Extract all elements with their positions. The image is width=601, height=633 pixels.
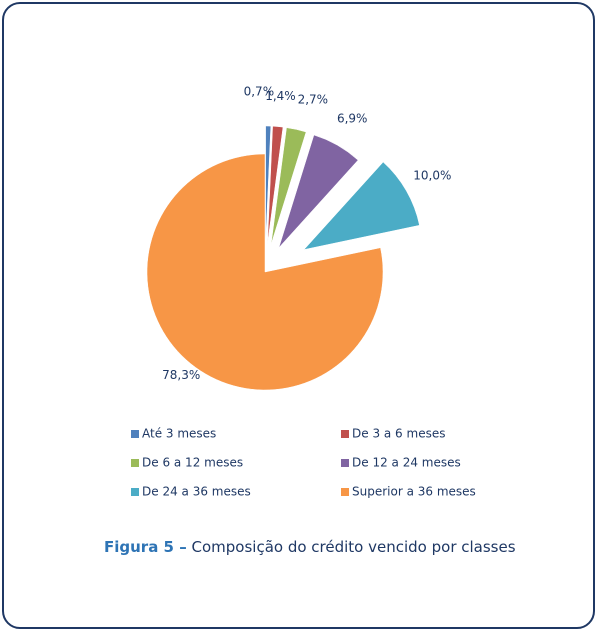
data-label: 10,0% [413, 168, 451, 182]
legend-swatch [341, 430, 349, 438]
legend-label: De 6 a 12 meses [142, 456, 243, 470]
data-label: 78,3% [162, 368, 200, 382]
legend-label: De 3 a 6 meses [352, 427, 445, 441]
data-label: 0,7% [244, 85, 275, 99]
data-label: 1,4% [265, 89, 296, 103]
pie-slice [278, 134, 359, 248]
legend-swatch [131, 488, 139, 496]
pie-slice [270, 127, 307, 245]
data-label: 6,9% [337, 112, 368, 126]
pie-slice [265, 125, 272, 245]
legend-label: De 24 a 36 meses [142, 485, 251, 499]
frame: 0,7% 1,4% 2,7% 6,9% 10,0% 78,3% Até 3 meses De … [2, 2, 595, 629]
pie-slice [303, 161, 420, 250]
data-label: 2,7% [298, 93, 329, 107]
legend-swatch [131, 459, 139, 467]
legend-label: De 12 a 24 meses [352, 456, 461, 470]
legend-swatch [341, 488, 349, 496]
pie-slice [146, 153, 384, 391]
legend-swatch [341, 459, 349, 467]
caption-label: Figura 5 – [104, 538, 187, 556]
legend-swatch [131, 430, 139, 438]
legend-label: Superior a 36 meses [352, 485, 476, 499]
chart: 0,7%1,4% 2,7% 6,9% 10,0% 78,3% Até 3 meses De … [131, 85, 476, 499]
caption-text: Composição do crédito vencido por classe… [191, 538, 516, 556]
pie-slice [267, 125, 284, 245]
legend-label: Até 3 meses [142, 427, 216, 441]
caption: Figura 5 – Composição do crédito vencido… [104, 538, 516, 556]
